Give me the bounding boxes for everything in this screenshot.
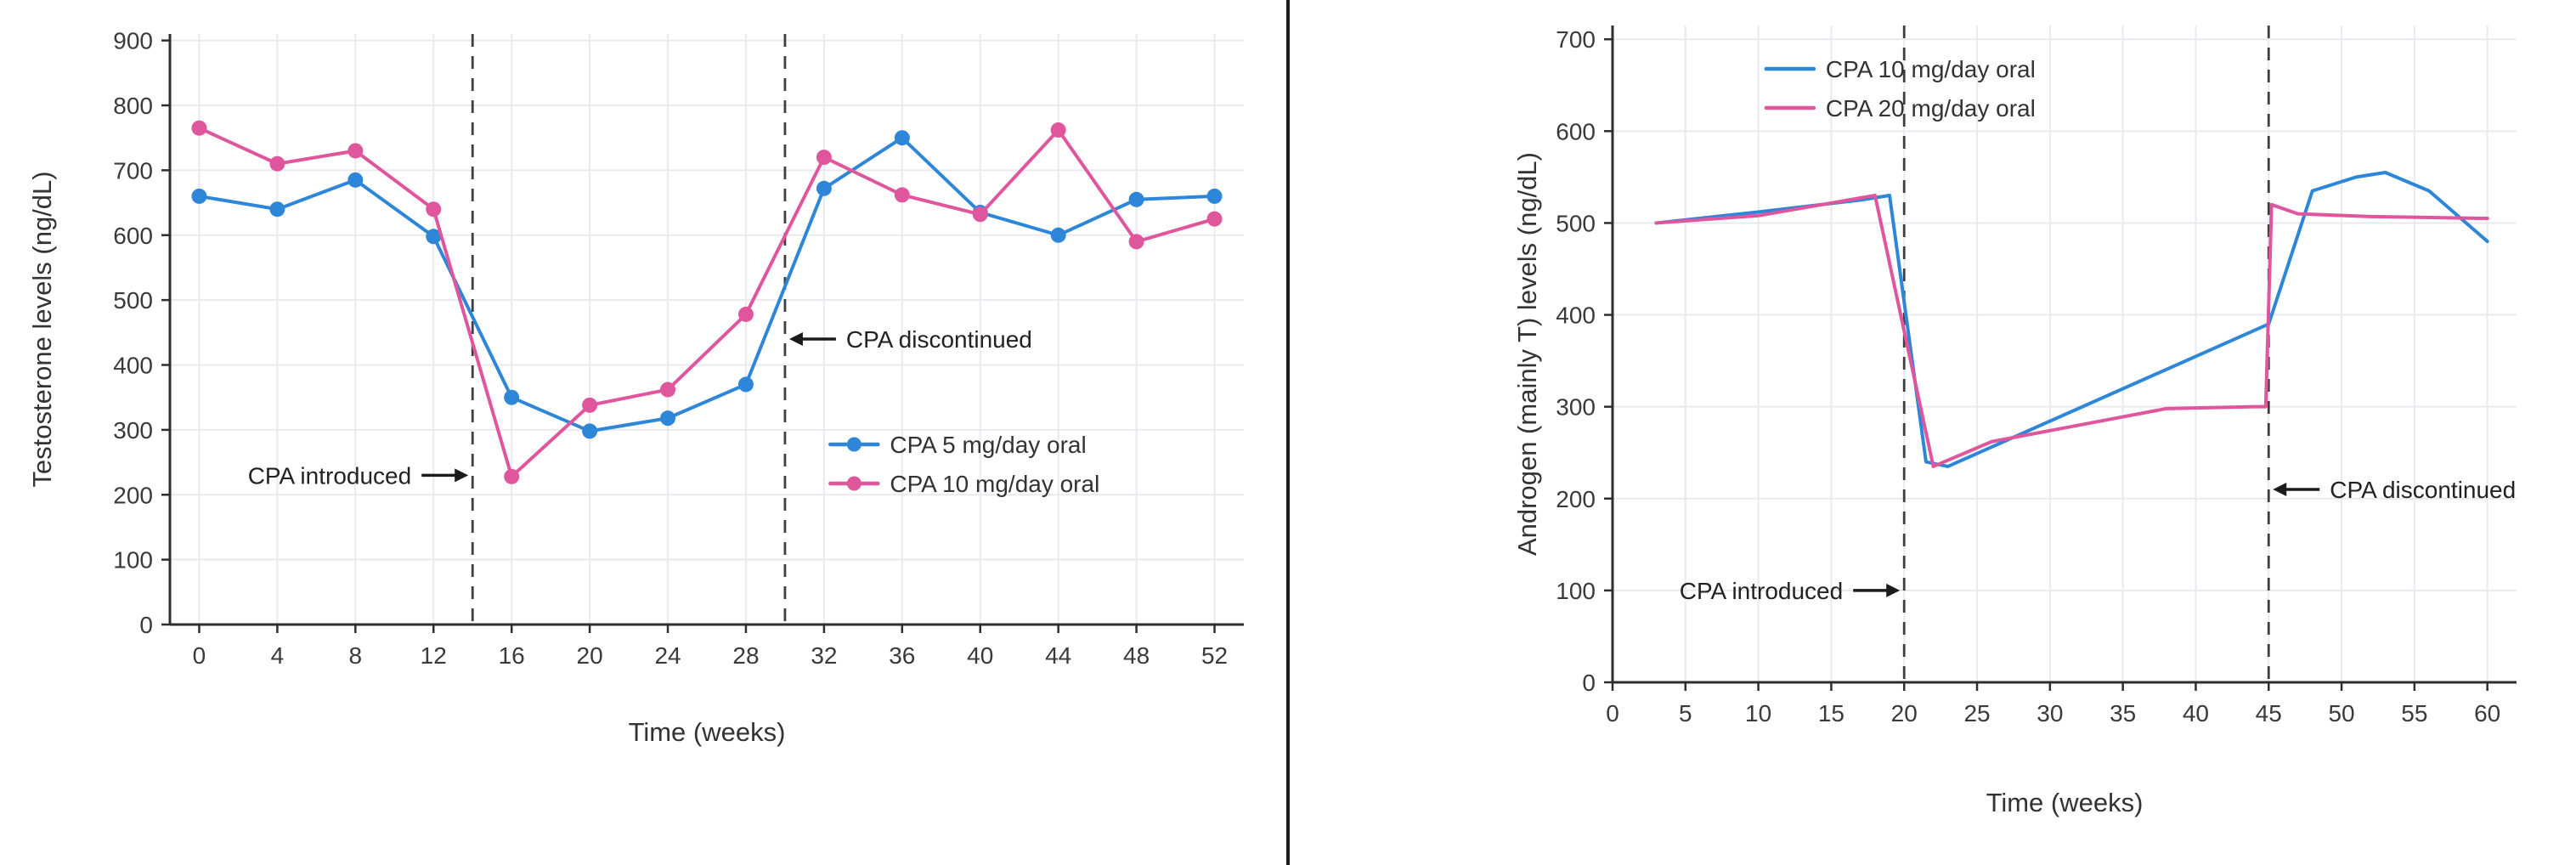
y-axis-title: Androgen (mainly T) levels (ng/dL) — [1512, 152, 1542, 556]
data-point-marker — [1050, 227, 1066, 243]
data-point-marker — [816, 180, 832, 196]
y-tick-label: 700 — [1556, 26, 1596, 53]
y-tick-label: 100 — [1556, 578, 1596, 604]
data-point-marker — [1206, 188, 1223, 204]
y-tick-label: 600 — [1556, 118, 1596, 144]
data-point-marker — [1206, 211, 1223, 227]
x-tick-label: 25 — [1963, 700, 1990, 726]
data-point-marker — [894, 130, 910, 146]
x-tick-label: 20 — [577, 642, 603, 669]
data-point-marker — [191, 120, 207, 136]
x-tick-label: 48 — [1123, 642, 1150, 669]
legend-label: CPA 20 mg/day oral — [1826, 95, 2036, 122]
x-tick-label: 28 — [732, 642, 759, 669]
legend-label: CPA 10 mg/day oral — [890, 471, 1099, 497]
x-tick-label: 40 — [2183, 700, 2209, 726]
y-tick-label: 500 — [113, 287, 153, 314]
series-line — [197, 136, 1217, 433]
androgen-chart-panel: 0 5 10 15 20 25 30 35 40 45 50 55 60 0 100 200 300 400 500… — [1290, 0, 2576, 865]
x-tick-label: 0 — [1606, 700, 1619, 726]
x-tick-label: 45 — [2256, 700, 2282, 726]
data-point-marker — [737, 376, 754, 393]
y-tick-label: 300 — [113, 417, 153, 444]
x-tick-label: 40 — [967, 642, 993, 669]
data-point-marker — [894, 187, 910, 203]
y-tick-label: 200 — [1556, 486, 1596, 512]
y-tick-label: 400 — [1556, 302, 1596, 329]
data-point-marker — [660, 382, 676, 398]
x-tick-label: 5 — [1679, 700, 1692, 726]
annotation-text: CPA introduced — [1680, 578, 1844, 604]
y-tick-label: 200 — [113, 482, 153, 508]
x-tick-label: 10 — [1745, 700, 1771, 726]
data-point-marker — [504, 468, 520, 484]
annotation-text: CPA discontinued — [846, 326, 1032, 353]
y-tick-label: 500 — [1556, 210, 1596, 236]
x-axis-title: Time (weeks) — [1986, 788, 2144, 817]
data-point-marker — [426, 201, 442, 218]
legend-label: CPA 5 mg/day oral — [890, 432, 1086, 458]
y-tick-label: 0 — [1582, 670, 1596, 696]
x-tick-label: 55 — [2401, 700, 2427, 726]
annotation-arrowhead-icon — [455, 468, 469, 483]
x-tick-label: 35 — [2110, 700, 2136, 726]
annotation-arrowhead-icon — [2273, 482, 2287, 496]
x-tick-label: 44 — [1045, 642, 1071, 669]
legend-marker — [846, 437, 861, 452]
data-point-marker — [972, 206, 988, 223]
x-tick-label: 12 — [421, 642, 447, 669]
y-tick-label: 300 — [1556, 394, 1596, 421]
x-tick-label: 0 — [193, 642, 206, 669]
x-tick-label: 30 — [2037, 700, 2063, 726]
x-tick-label: 15 — [1818, 700, 1844, 726]
y-tick-label: 400 — [113, 353, 153, 379]
x-tick-label: 32 — [811, 642, 837, 669]
x-tick-label: 52 — [1201, 642, 1228, 669]
data-point-marker — [347, 172, 364, 188]
data-point-marker — [1050, 122, 1066, 139]
androgen-chart: 0 5 10 15 20 25 30 35 40 45 50 55 600100200300400500… — [1512, 25, 2517, 817]
x-tick-label: 4 — [271, 642, 285, 669]
data-point-marker — [269, 155, 285, 172]
data-point-marker — [582, 423, 598, 439]
x-tick-label: 20 — [1891, 700, 1918, 726]
x-tick-label: 8 — [349, 642, 363, 669]
x-tick-label: 36 — [889, 642, 915, 669]
testosterone-chart-panel: 0 4 8 12 16 20 24 28 32 36 40 44 48 52 0 100 200 300 400 50… — [0, 0, 1286, 865]
panel-divider — [1286, 0, 1290, 865]
x-axis-title: Time (weeks) — [629, 717, 786, 747]
data-point-marker — [1128, 191, 1144, 207]
data-point-marker — [191, 188, 207, 204]
data-point-marker — [737, 306, 754, 322]
y-tick-label: 600 — [113, 223, 153, 249]
y-tick-label: 700 — [113, 157, 153, 184]
y-tick-label: 900 — [113, 28, 153, 54]
annotation-arrowhead-icon — [788, 331, 803, 346]
data-point-marker — [1128, 234, 1144, 250]
x-tick-label: 60 — [2474, 700, 2500, 726]
y-axis-title: Testosterone levels (ng/dL) — [27, 171, 57, 487]
y-tick-label: 0 — [139, 612, 153, 638]
series-line — [1654, 194, 2489, 468]
data-point-marker — [269, 201, 285, 218]
x-tick-label: 24 — [654, 642, 681, 669]
annotation-text: CPA introduced — [248, 462, 412, 489]
legend-label: CPA 10 mg/day oral — [1826, 56, 2036, 82]
annotation-text: CPA discontinued — [2330, 477, 2516, 503]
data-point-marker — [660, 410, 676, 427]
data-point-marker — [504, 389, 520, 405]
y-tick-label: 800 — [113, 93, 153, 119]
data-point-marker — [582, 397, 598, 413]
data-point-marker — [426, 229, 442, 245]
x-tick-label: 16 — [499, 642, 525, 669]
testosterone-chart: 0 4 8 12 16 20 24 28 32 36 40 44 48 52010020030040050… — [27, 28, 1244, 747]
series-line — [197, 126, 1217, 478]
y-tick-label: 100 — [113, 547, 153, 574]
annotation-arrowhead-icon — [1886, 583, 1901, 597]
x-tick-label: 50 — [2328, 700, 2354, 726]
legend-marker — [846, 476, 861, 491]
data-point-marker — [347, 143, 364, 159]
data-point-marker — [816, 150, 832, 166]
